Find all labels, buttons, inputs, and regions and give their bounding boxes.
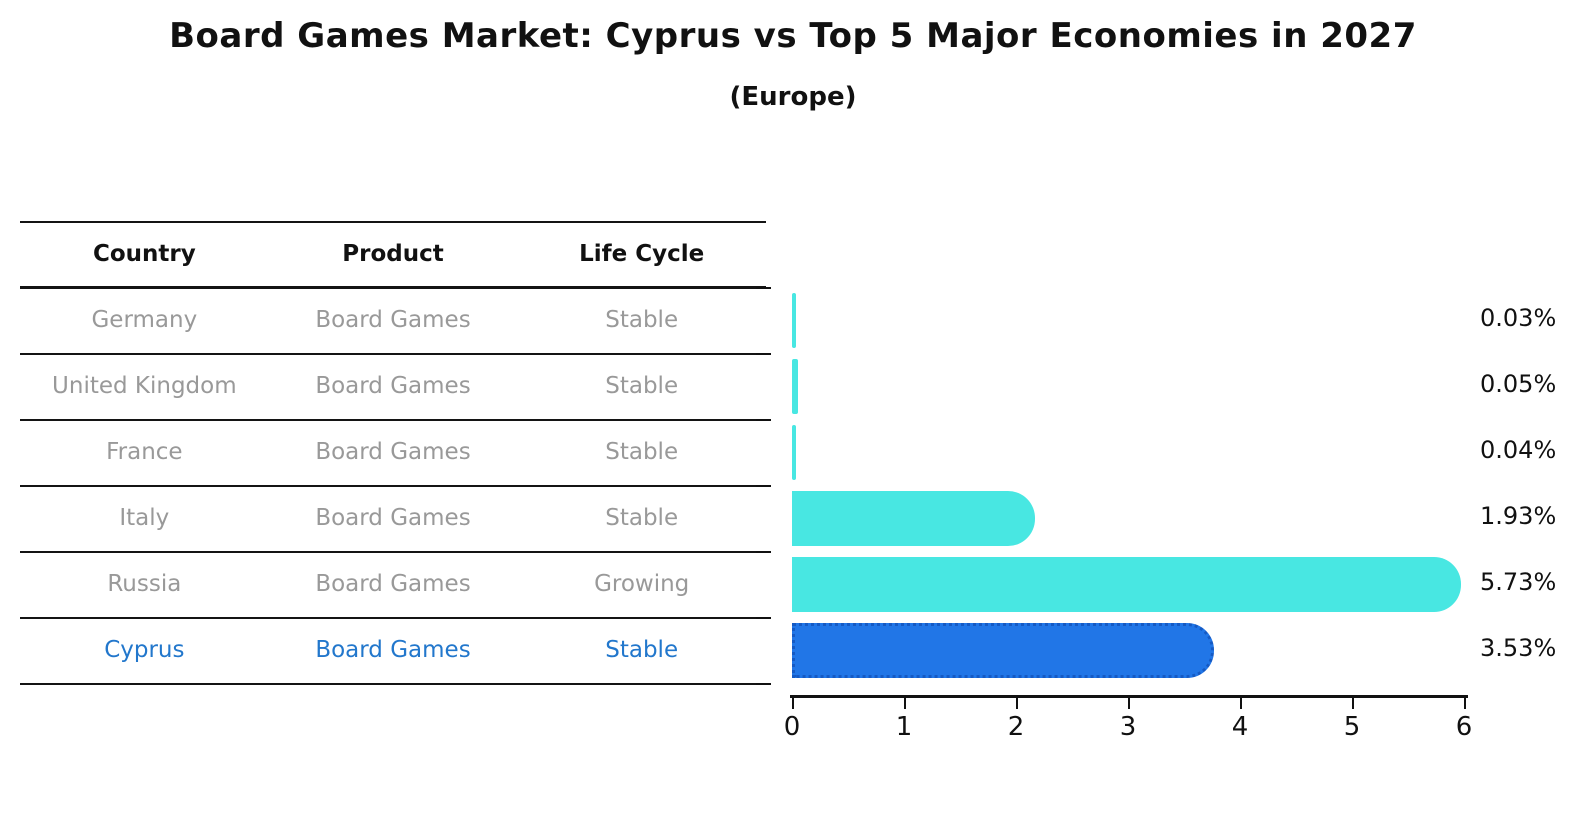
x-axis-line xyxy=(790,695,1468,698)
y-axis-tick xyxy=(756,485,771,487)
table-row: Russia Board Games Growing xyxy=(20,551,766,617)
table-cell-product: Board Games xyxy=(315,439,471,465)
table-top-border xyxy=(20,221,766,223)
chart-title: Board Games Market: Cyprus vs Top 5 Majo… xyxy=(169,16,1417,56)
table-cell-country: United Kingdom xyxy=(52,373,237,399)
bar-germany xyxy=(792,292,796,348)
table-cell-product: Board Games xyxy=(315,373,471,399)
table-header-row: Country Product Life Cycle xyxy=(20,221,766,287)
bar-russia xyxy=(792,556,1461,612)
y-axis-tick xyxy=(756,353,771,355)
x-axis-tick xyxy=(1016,698,1018,709)
table-cell-country: Russia xyxy=(107,571,182,597)
table-cell-product: Board Games xyxy=(315,571,471,597)
x-axis-tick-label: 2 xyxy=(1007,712,1025,742)
table-cell-life-cycle: Growing xyxy=(594,571,690,597)
x-axis-tick-label: 5 xyxy=(1343,712,1361,742)
bar-value-label: 0.03% xyxy=(1480,304,1557,332)
table-row-border xyxy=(20,551,766,553)
x-axis-tick xyxy=(1240,698,1242,709)
x-axis-tick-label: 3 xyxy=(1119,712,1137,742)
bar-united-kingdom xyxy=(792,358,798,414)
table-row-border xyxy=(20,353,766,355)
table-cell-life-cycle: Stable xyxy=(605,373,679,399)
table-row-border xyxy=(20,485,766,487)
bar-value-label: 1.93% xyxy=(1480,502,1557,530)
x-axis-tick xyxy=(792,698,794,709)
x-axis-tick-label: 1 xyxy=(895,712,913,742)
x-axis-tick-label: 6 xyxy=(1455,712,1473,742)
table-row: France Board Games Stable xyxy=(20,419,766,485)
bar-italy xyxy=(792,490,1036,546)
table-row-border xyxy=(20,683,766,685)
bar-value-label: 3.53% xyxy=(1480,634,1557,662)
y-axis-tick xyxy=(756,617,771,619)
table-cell-product: Board Games xyxy=(315,307,471,333)
table-cell-life-cycle: Stable xyxy=(605,307,679,333)
table-cell-product: Board Games xyxy=(315,505,471,531)
table-cell-country: Italy xyxy=(119,505,170,531)
table-row: Italy Board Games Stable xyxy=(20,485,766,551)
table-cell-life-cycle: Stable xyxy=(605,505,679,531)
y-axis-tick xyxy=(756,551,771,553)
table-cell-product: Board Games xyxy=(315,637,471,663)
x-axis-tick xyxy=(904,698,906,709)
table-cell-country: Cyprus xyxy=(104,637,185,663)
table-header-country: Country xyxy=(92,241,196,267)
chart-subtitle: (Europe) xyxy=(729,82,857,112)
x-axis-tick xyxy=(1128,698,1130,709)
table-header-product: Product xyxy=(342,241,444,267)
bar-value-label: 0.04% xyxy=(1480,436,1557,464)
bar-value-label: 0.05% xyxy=(1480,370,1557,398)
x-axis-tick-label: 0 xyxy=(783,712,801,742)
x-axis-tick-label: 4 xyxy=(1231,712,1249,742)
y-axis-tick xyxy=(756,419,771,421)
table-cell-country: Germany xyxy=(91,307,198,333)
bar-value-label: 5.73% xyxy=(1480,568,1557,596)
x-axis-tick xyxy=(1352,698,1354,709)
table-header-life-cycle: Life Cycle xyxy=(579,241,705,267)
table-row: Germany Board Games Stable xyxy=(20,287,766,353)
x-axis-tick xyxy=(1464,698,1466,709)
bar-france xyxy=(792,424,797,480)
y-axis-tick xyxy=(756,683,771,685)
table-header-border xyxy=(20,286,766,289)
table-row: United Kingdom Board Games Stable xyxy=(20,353,766,419)
table-cell-life-cycle: Stable xyxy=(605,637,679,663)
table-cell-country: France xyxy=(106,439,183,465)
table-row: Cyprus Board Games Stable xyxy=(20,617,766,683)
bar-cyprus xyxy=(792,622,1215,678)
table-row-border xyxy=(20,617,766,619)
y-axis-tick xyxy=(756,287,771,289)
table-row-border xyxy=(20,419,766,421)
table-cell-life-cycle: Stable xyxy=(605,439,679,465)
